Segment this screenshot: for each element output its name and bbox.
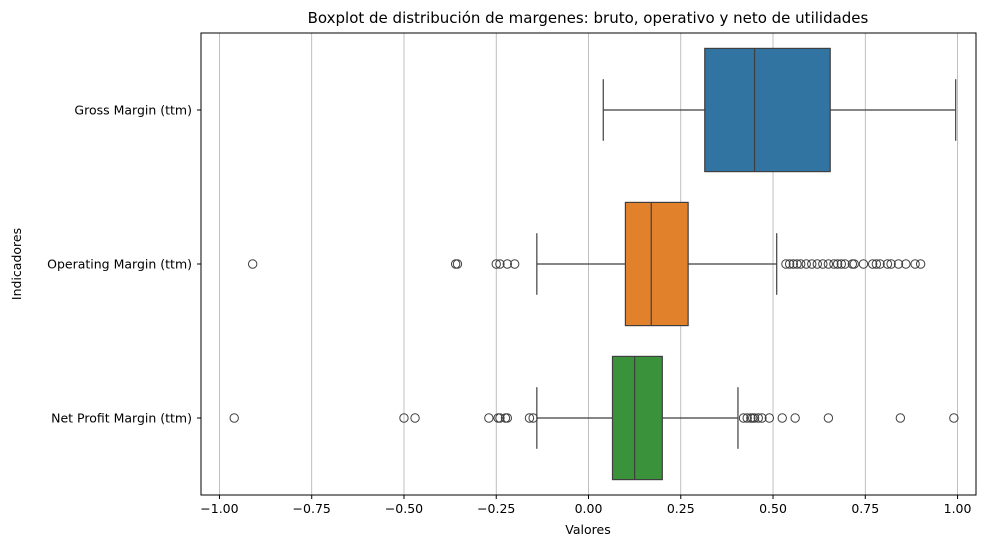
outlier-point	[757, 413, 767, 423]
outlier-point	[840, 259, 850, 269]
x-tick-label: −1.00	[200, 501, 238, 516]
outlier-point	[882, 259, 893, 269]
iqr-box	[611, 355, 663, 481]
x-tick-label: −0.25	[477, 501, 515, 516]
outlier-point	[858, 259, 869, 269]
outlier-point	[764, 413, 775, 423]
outlier-point	[895, 413, 906, 423]
outlier-point	[829, 259, 839, 269]
x-tick-label: −0.75	[293, 501, 331, 516]
outlier-point	[749, 413, 760, 423]
box-group-1	[602, 47, 957, 173]
outlier-point	[818, 259, 828, 269]
outlier-point	[849, 259, 859, 269]
outlier-point	[484, 413, 494, 423]
outlier-point	[812, 259, 823, 269]
outlier-point	[777, 413, 787, 423]
outlier-point	[823, 413, 834, 423]
outlier-point	[893, 259, 904, 269]
outlier-point	[886, 259, 896, 269]
x-tick-label: 0.75	[851, 501, 879, 516]
outlier-point	[871, 259, 882, 269]
outlier-point	[784, 259, 795, 269]
outlier-point	[790, 413, 800, 423]
outlier-point	[528, 413, 538, 423]
outlier-point	[229, 413, 239, 423]
outlier-point	[753, 413, 763, 423]
y-tick-label: Net Profit Margin (ttm)	[51, 411, 192, 426]
outlier-point	[399, 413, 409, 423]
iqr-box	[624, 201, 689, 327]
outlier-point	[495, 413, 505, 423]
outlier-point	[742, 413, 752, 423]
iqr-box	[704, 47, 831, 173]
outlier-point	[949, 413, 959, 423]
outlier-point	[450, 259, 461, 269]
outlier-point	[410, 413, 420, 423]
outlier-point	[788, 259, 799, 269]
y-tick-label: Gross Margin (ttm)	[74, 103, 192, 118]
outlier-point	[875, 259, 885, 269]
outlier-point	[867, 259, 878, 269]
y-axis-ticks: Gross Margin (ttm) Operating Margin (ttm)…	[47, 103, 201, 426]
x-tick-label: 1.00	[944, 501, 972, 516]
chart-title: Boxplot de distribución de margenes: bru…	[308, 9, 869, 27]
x-axis-label: Valores	[565, 522, 610, 537]
x-tick-label: 0.00	[575, 501, 603, 516]
y-tick-label: Operating Margin (ttm)	[47, 257, 192, 272]
outlier-point	[823, 259, 834, 269]
outlier-point	[738, 413, 749, 423]
outlier-point	[502, 259, 513, 269]
box-group-3	[229, 355, 959, 481]
outlier-point	[502, 413, 513, 423]
outlier-point	[247, 259, 258, 269]
outlier-point	[832, 259, 843, 269]
outlier-point	[524, 413, 535, 423]
y-axis-label: Indicadores	[9, 228, 24, 300]
box-series	[229, 47, 959, 481]
box-group-2	[247, 201, 926, 327]
x-tick-label: −0.50	[385, 501, 423, 516]
outlier-point	[910, 259, 920, 269]
outlier-point	[491, 259, 501, 269]
outlier-point	[915, 259, 926, 269]
outlier-point	[796, 259, 806, 269]
outlier-point	[781, 259, 791, 269]
outlier-point	[901, 259, 911, 269]
x-tick-label: 0.25	[667, 501, 695, 516]
outlier-point	[495, 259, 505, 269]
outlier-point	[452, 259, 463, 269]
outlier-point	[792, 259, 802, 269]
x-axis-ticks: −1.00 −0.75 −0.50 −0.25 0.00 0.25 0.50 0.75 1.00	[200, 495, 972, 516]
x-tick-label: 0.50	[759, 501, 787, 516]
outlier-point	[801, 259, 811, 269]
outlier-point	[836, 259, 846, 269]
outlier-point	[807, 259, 817, 269]
outlier-point	[509, 259, 520, 269]
